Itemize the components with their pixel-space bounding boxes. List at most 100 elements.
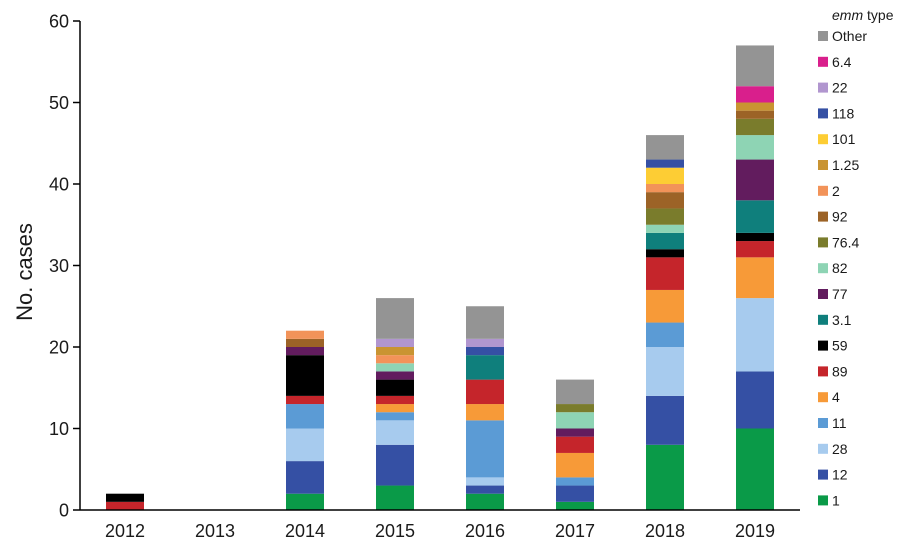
bar-segment-2017-emm-11	[556, 477, 594, 486]
legend-label: 1	[832, 492, 840, 508]
bar-segment-2018-emm-101	[646, 167, 684, 184]
legend-label: 101	[832, 131, 856, 147]
bar-segment-2018-emm-89	[646, 257, 684, 290]
legend-swatch-82	[818, 263, 828, 274]
bar-segment-2019-emm-92	[736, 110, 774, 119]
legend-swatch-3-1	[818, 314, 828, 325]
legend-title-type: type	[863, 7, 894, 23]
legend-items: Other 6.4 22 118 101 1.25 2 92 76.4 82 77 3.1 59 89 4 1…	[818, 28, 867, 508]
legend-label: 22	[832, 80, 848, 96]
bar-segment-2016-emm-118	[466, 347, 504, 356]
bar-segment-2014-emm-28	[286, 428, 324, 462]
y-tick-label: 10	[49, 419, 69, 439]
x-tick-label: 2012	[105, 521, 145, 541]
legend: emm type Other 6.4 22 118 101 1.25 2 92 76.4 82 77…	[818, 7, 894, 508]
bar-segment-2016-emm-89	[466, 379, 504, 405]
bar-segment-2019-emm-3-1	[736, 200, 774, 233]
bar-segment-2016-emm-22	[466, 338, 504, 347]
bar-segment-2019-emm-1-25	[736, 102, 774, 111]
legend-swatch-1	[818, 495, 828, 506]
legend-swatch-6-4	[818, 56, 828, 67]
y-tick-label: 60	[49, 12, 69, 32]
bar-segment-2016-emm-12	[466, 485, 504, 494]
y-tick-label: 0	[59, 501, 69, 521]
y-tick-label: 20	[49, 338, 69, 358]
bar-segment-2015-emm-11	[376, 412, 414, 421]
legend-label: 118	[832, 105, 855, 121]
bar-segment-2018-emm-1	[646, 444, 684, 510]
bar-segment-2018-emm-28	[646, 347, 684, 396]
bar-segment-2019-emm-28	[736, 298, 774, 372]
bar-segment-2014-emm-59	[286, 355, 324, 396]
bar-segment-2014-emm-89	[286, 395, 324, 405]
bar-segment-2018-emm-59	[646, 249, 684, 258]
bar-segment-2017-emm-4	[556, 452, 594, 478]
legend-label: 3.1	[832, 312, 852, 328]
legend-swatch-92	[818, 211, 828, 222]
legend-swatch-89	[818, 366, 828, 377]
bar-segment-2014-emm-2	[286, 330, 324, 339]
bar-segment-2017-emm-82	[556, 412, 594, 429]
bar-segment-2019-emm-1	[736, 428, 774, 510]
bar-segment-2017-emm-Other	[556, 379, 594, 405]
bar-segment-2015-emm-12	[376, 444, 414, 486]
bar-segment-2019-emm-89	[736, 241, 774, 258]
legend-label: 82	[832, 260, 848, 276]
legend-label: 59	[832, 338, 848, 354]
bar-segment-2015-emm-59	[376, 379, 414, 396]
legend-swatch-77	[818, 289, 828, 299]
bar-segment-2015-emm-77	[376, 371, 414, 380]
bar-segment-2015-emm-4	[376, 404, 414, 413]
legend-label: Other	[832, 28, 867, 44]
bar-segment-2018-emm-118	[646, 159, 684, 168]
legend-swatch-22	[818, 82, 828, 93]
x-tick-label: 2013	[195, 521, 235, 541]
bars-layer	[106, 45, 774, 510]
legend-label: 1.25	[832, 157, 859, 173]
bar-segment-2019-emm-Other	[736, 45, 774, 87]
bar-segment-2016-emm-3-1	[466, 355, 504, 380]
axes-layer: 0 10 20 30 40 50 60 2012 2013 2014 2015 2016 2017 201…	[49, 12, 800, 541]
x-tick-label: 2015	[375, 521, 415, 541]
legend-swatch-12	[818, 469, 828, 480]
bar-segment-2019-emm-12	[736, 371, 774, 429]
legend-label: 11	[832, 415, 847, 431]
legend-label: 89	[832, 363, 848, 379]
bar-segment-2016-emm-11	[466, 420, 504, 478]
bar-segment-2017-emm-1	[556, 501, 594, 510]
bar-segment-2018-emm-3-1	[646, 232, 684, 250]
bar-segment-2018-emm-82	[646, 224, 684, 233]
legend-label: 76.4	[832, 234, 859, 250]
bar-segment-2016-emm-28	[466, 477, 504, 486]
legend-label: 6.4	[832, 54, 852, 70]
bar-segment-2017-emm-12	[556, 485, 594, 502]
x-tick-label: 2017	[555, 521, 595, 541]
legend-swatch-2	[818, 185, 828, 196]
bar-segment-2019-emm-59	[736, 232, 774, 242]
legend-swatch-28	[818, 443, 828, 454]
legend-label: 4	[832, 389, 840, 405]
legend-swatch-59	[818, 340, 828, 351]
x-tick-label: 2014	[285, 521, 325, 541]
bar-segment-2016-emm-1	[466, 493, 504, 510]
bar-segment-2012-emm-89	[106, 501, 144, 510]
bar-segment-2019-emm-82	[736, 135, 774, 160]
bar-segment-2014-emm-1	[286, 493, 324, 510]
bar-segment-2015-emm-82	[376, 363, 414, 372]
legend-swatch-11	[818, 418, 828, 428]
legend-swatch-76-4	[818, 237, 828, 248]
bar-segment-2018-emm-4	[646, 289, 684, 323]
x-tick-label: 2016	[465, 521, 505, 541]
legend-swatch-4	[818, 392, 828, 403]
legend-swatch-101	[818, 134, 828, 145]
legend-swatch-Other	[818, 31, 828, 41]
bar-segment-2018-emm-2	[646, 184, 684, 193]
legend-label: 77	[832, 286, 848, 302]
bar-segment-2015-emm-Other	[376, 298, 414, 339]
legend-label: 2	[832, 183, 840, 199]
bar-segment-2019-emm-76-4	[736, 118, 774, 136]
bar-segment-2019-emm-77	[736, 159, 774, 201]
bar-segment-2019-emm-6-4	[736, 86, 774, 103]
y-tick-label: 50	[49, 93, 69, 113]
